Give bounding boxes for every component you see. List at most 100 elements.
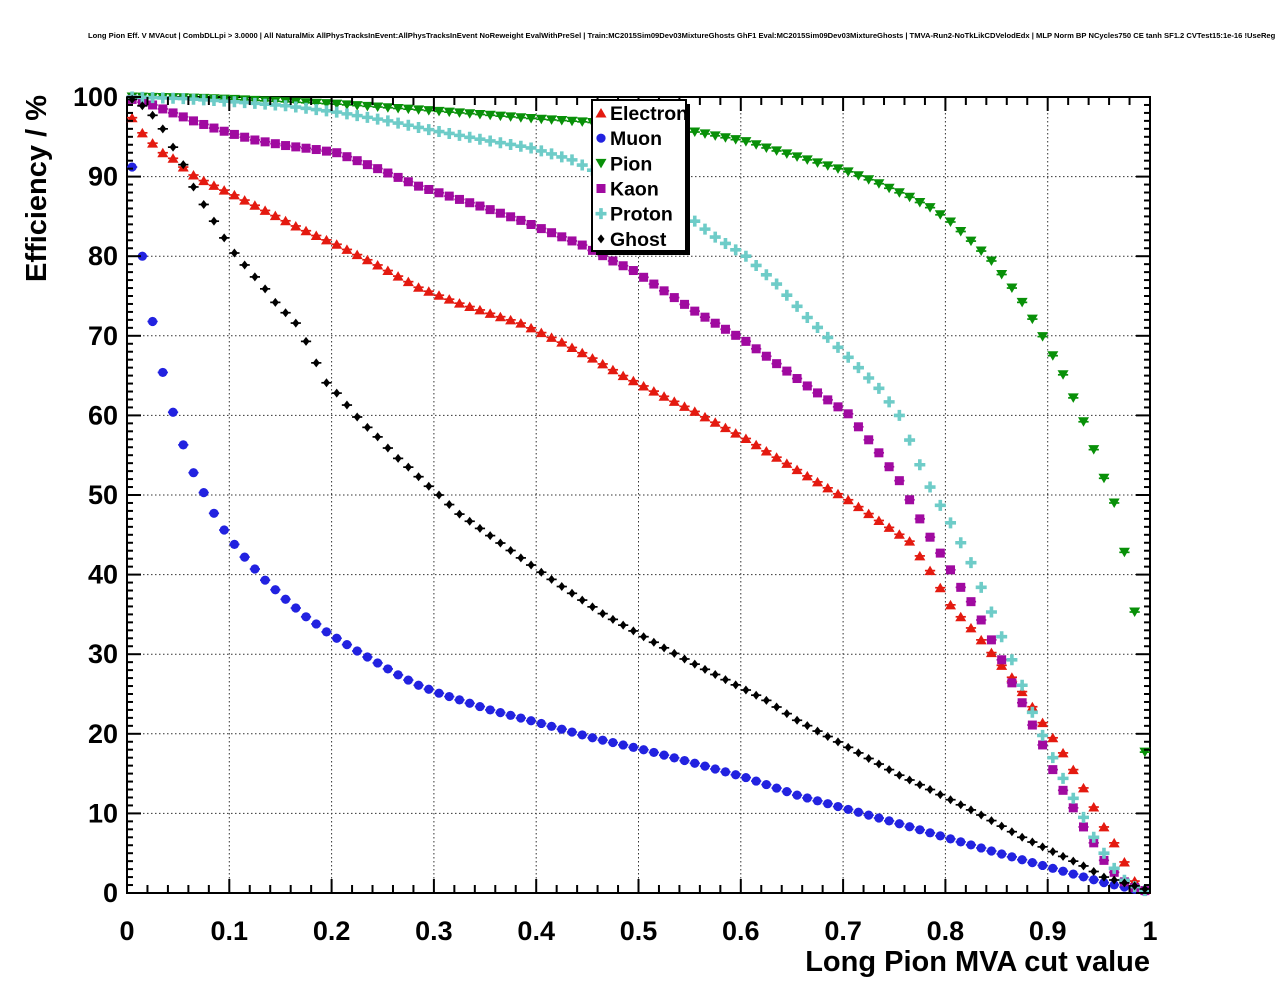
marker	[781, 289, 793, 301]
marker	[525, 113, 537, 124]
marker	[495, 708, 505, 718]
legend-label: Electron	[610, 103, 688, 125]
marker	[1088, 445, 1100, 455]
marker	[300, 102, 312, 114]
marker	[525, 322, 537, 333]
marker	[1078, 811, 1090, 823]
marker	[147, 92, 159, 104]
marker	[957, 800, 965, 810]
marker	[801, 470, 813, 481]
marker	[566, 342, 578, 352]
marker	[965, 557, 977, 569]
marker	[311, 145, 321, 155]
marker	[455, 509, 463, 519]
marker	[485, 705, 495, 715]
marker	[1058, 785, 1068, 795]
marker	[1129, 607, 1141, 618]
marker	[915, 825, 925, 835]
marker	[558, 582, 566, 592]
marker	[904, 536, 916, 546]
marker	[147, 316, 158, 327]
marker	[945, 217, 957, 227]
marker	[209, 508, 219, 518]
marker	[720, 324, 730, 334]
x-tick-label: 0.1	[211, 916, 249, 946]
marker	[474, 110, 486, 120]
marker	[484, 135, 496, 147]
marker	[772, 783, 782, 793]
x-tick-label: 0.7	[824, 916, 862, 946]
marker	[595, 108, 607, 118]
marker	[596, 133, 606, 143]
marker	[609, 614, 617, 624]
marker	[760, 143, 772, 153]
marker	[433, 126, 445, 138]
marker	[936, 790, 944, 800]
marker	[322, 378, 330, 388]
marker	[301, 143, 311, 153]
marker	[556, 116, 568, 126]
marker	[474, 304, 486, 315]
marker	[465, 198, 475, 208]
marker	[679, 401, 691, 411]
marker	[413, 282, 425, 292]
marker	[404, 462, 412, 472]
marker	[669, 293, 679, 303]
marker	[413, 121, 425, 133]
legend-box	[591, 99, 687, 252]
marker	[627, 375, 639, 386]
marker	[904, 822, 915, 832]
marker	[924, 565, 936, 576]
marker	[864, 810, 874, 820]
marker	[986, 846, 997, 856]
marker	[760, 445, 772, 456]
marker	[1057, 370, 1069, 380]
marker	[598, 251, 608, 261]
marker	[546, 721, 557, 731]
marker	[925, 532, 935, 542]
marker	[648, 386, 660, 396]
marker	[701, 664, 709, 674]
marker	[985, 606, 997, 618]
marker	[1078, 872, 1089, 882]
marker	[699, 129, 711, 139]
marker	[1008, 827, 1016, 837]
marker	[453, 298, 465, 308]
marker	[383, 168, 393, 178]
marker	[187, 170, 199, 180]
marker	[945, 599, 957, 610]
marker	[822, 161, 834, 171]
marker	[893, 529, 905, 539]
marker	[874, 813, 884, 823]
marker	[710, 318, 720, 328]
marker	[1078, 782, 1090, 793]
marker	[505, 138, 517, 150]
legend-entry-muon: Muon	[596, 128, 662, 150]
marker	[535, 114, 547, 125]
marker	[517, 553, 525, 563]
marker	[803, 721, 811, 731]
marker	[136, 127, 148, 138]
marker	[311, 619, 321, 629]
marker	[168, 407, 178, 417]
marker	[220, 233, 228, 243]
marker	[219, 126, 229, 136]
marker	[179, 160, 187, 170]
marker	[915, 514, 925, 524]
marker	[997, 849, 1007, 859]
marker	[494, 111, 506, 122]
marker	[1007, 852, 1017, 862]
marker	[732, 680, 740, 690]
marker	[199, 488, 209, 498]
marker	[402, 276, 414, 287]
marker	[1037, 332, 1049, 342]
series-ghost	[127, 94, 1150, 894]
marker	[650, 637, 658, 647]
marker	[373, 658, 383, 668]
marker	[975, 581, 987, 593]
marker	[280, 594, 291, 604]
marker	[1089, 875, 1099, 885]
marker	[310, 104, 322, 116]
marker	[750, 259, 762, 271]
marker	[852, 362, 864, 374]
